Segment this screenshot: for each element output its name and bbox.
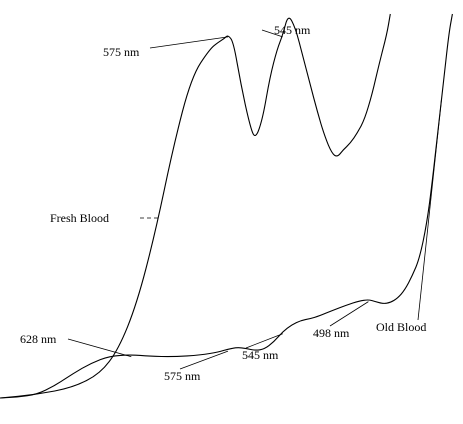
annotation-leader-4 xyxy=(245,333,283,349)
old-blood-leader xyxy=(417,100,442,321)
old-blood-peak-628-label: 628 nm xyxy=(20,332,57,346)
annotation-leader-0 xyxy=(149,36,229,49)
annotation-leader-3 xyxy=(179,350,229,370)
fresh-blood-peak-545-label: 545 nm xyxy=(274,23,311,37)
curves-layer xyxy=(0,13,453,399)
annotation-leader-5 xyxy=(329,301,369,327)
labels-layer: 575 nm 545 nm Fresh Blood 628 nm 575 nm … xyxy=(20,23,426,383)
old-blood-peak-575-label: 575 nm xyxy=(164,369,201,383)
fresh-blood-series-label: Fresh Blood xyxy=(50,211,109,225)
annotation-leader-2 xyxy=(67,338,132,358)
leader-lines-layer xyxy=(67,29,442,370)
old-blood-curve xyxy=(0,13,453,399)
annotation-leader-1 xyxy=(261,29,283,38)
old-blood-series-label: Old Blood xyxy=(376,320,426,334)
fresh-blood-peak-575-label: 575 nm xyxy=(103,45,140,59)
fresh-blood-curve xyxy=(0,13,391,399)
old-blood-peak-545-label: 545 nm xyxy=(242,348,279,362)
old-blood-peak-498-label: 498 nm xyxy=(313,326,350,340)
